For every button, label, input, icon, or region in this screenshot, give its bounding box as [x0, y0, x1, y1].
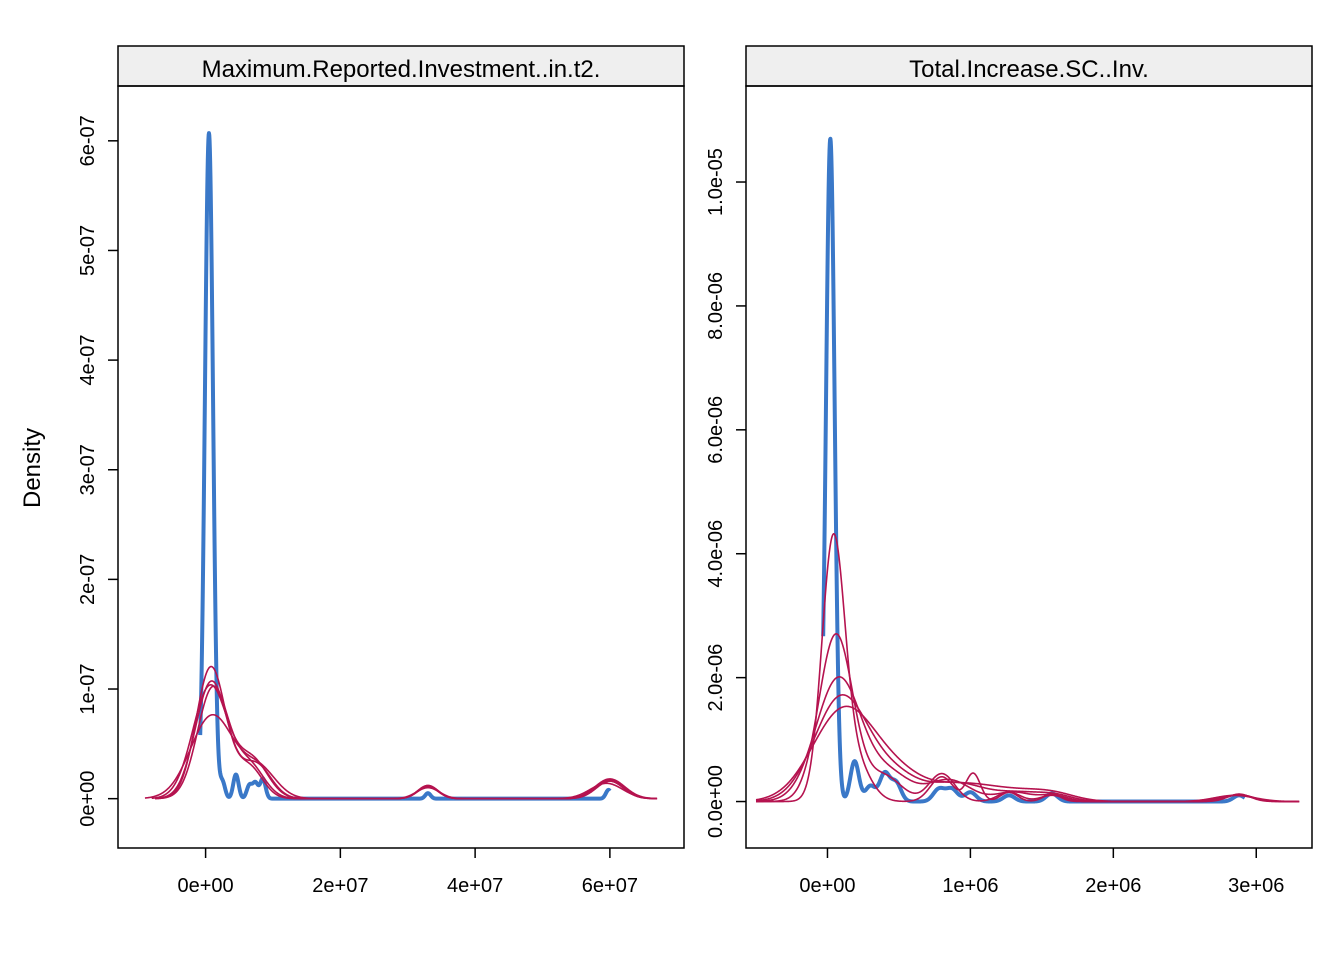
- imputed-density-line-p0-s2: [151, 684, 658, 800]
- imputed-density-line-p0-s5: [154, 685, 658, 800]
- imputed-density-line-p1-s3: [755, 676, 1300, 803]
- panel-left-axes: 0e+00 2e+07 4e+07 6e+07 0e+00 1e-07 2e-07 3e-07…: [77, 115, 638, 897]
- panel-right-axes: 0e+00 1e+06 2e+06 3e+06 0.0e+00 2.0e-06 4.0e-0…: [705, 148, 1284, 897]
- panel-right: Total.Increase.SC..Inv. 0e+00 1e+06 2e+06 3…: [705, 45, 1313, 897]
- x-tick-label: 3e+06: [1228, 875, 1284, 897]
- observed-density-line-p0-s0: [198, 131, 612, 801]
- panel-right-plot-area: [745, 85, 1313, 849]
- y-tick-label: 6.0e-06: [705, 396, 727, 464]
- x-tick-label: 1e+06: [942, 875, 998, 897]
- panel-left-strip: [117, 45, 685, 87]
- y-tick-label: 3e-07: [77, 444, 99, 495]
- imputed-density-line-p1-s5: [755, 705, 1300, 803]
- y-tick-label: 1.0e-05: [705, 148, 727, 216]
- imputed-density-line-p0-s3: [144, 713, 658, 800]
- y-tick-label: 6e-07: [77, 115, 99, 166]
- y-tick-label: 1e-07: [77, 663, 99, 714]
- y-tick-label: 2.0e-06: [705, 644, 727, 712]
- x-tick-label: 4e+07: [447, 875, 503, 897]
- panel-left-plot-area: [117, 85, 685, 849]
- y-axis-title: Density: [19, 428, 46, 508]
- imputed-density-line-p1-s4: [755, 694, 1300, 803]
- y-tick-label: 0e+00: [77, 771, 99, 827]
- y-tick-label: 2e-07: [77, 554, 99, 605]
- x-tick-label: 2e+07: [312, 875, 368, 897]
- panel-left: Maximum.Reported.Investment..in.t2. 0e+0…: [77, 45, 685, 897]
- x-tick-label: 0e+00: [178, 875, 234, 897]
- x-tick-label: 0e+00: [799, 875, 855, 897]
- y-tick-label: 4.0e-06: [705, 520, 727, 588]
- panel-right-title: Total.Increase.SC..Inv.: [909, 56, 1149, 83]
- y-tick-label: 8.0e-06: [705, 272, 727, 340]
- panel-right-series: [755, 136, 1300, 804]
- observed-density-line-p1-s0: [821, 136, 1247, 804]
- y-tick-label: 5e-07: [77, 225, 99, 276]
- panel-left-title: Maximum.Reported.Investment..in.t2.: [202, 56, 601, 83]
- x-tick-label: 2e+06: [1085, 875, 1141, 897]
- panel-left-series: [144, 131, 658, 801]
- y-tick-label: 4e-07: [77, 335, 99, 386]
- x-tick-label: 6e+07: [582, 875, 638, 897]
- y-tick-label: 0.0e+00: [705, 765, 727, 838]
